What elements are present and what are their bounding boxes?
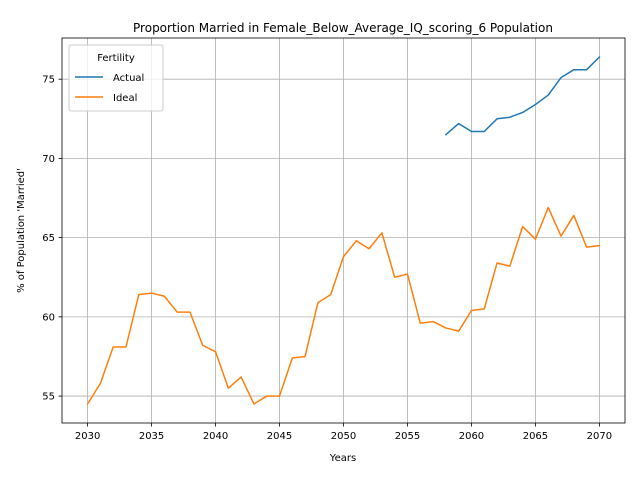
chart-title: Proportion Married in Female_Below_Avera… bbox=[133, 21, 553, 35]
x-tick-label: 2045 bbox=[267, 431, 292, 442]
grid bbox=[62, 38, 625, 423]
series-line-ideal bbox=[86, 206, 601, 406]
x-tick-label: 2055 bbox=[395, 431, 420, 442]
legend-label-ideal: Ideal bbox=[113, 93, 137, 104]
x-tick-label: 2065 bbox=[523, 431, 548, 442]
y-tick-label: 55 bbox=[42, 392, 55, 403]
x-axis-label: Years bbox=[329, 453, 356, 464]
x-tick-label: 2070 bbox=[587, 431, 612, 442]
y-tick-label: 60 bbox=[42, 312, 55, 323]
series-line-actual bbox=[444, 55, 601, 136]
legend-box bbox=[68, 44, 164, 112]
axis-ticks: 2030 2035 2040 2045 2050 2055 2060 2065 2070 55 60… bbox=[42, 75, 612, 442]
x-tick-label: 2060 bbox=[459, 431, 484, 442]
y-axis-label: % of Population 'Married' bbox=[16, 168, 27, 293]
y-tick-label: 75 bbox=[42, 75, 55, 86]
x-tick-label: 2050 bbox=[331, 431, 356, 442]
legend-title: Fertility bbox=[97, 53, 135, 64]
series-lines bbox=[86, 55, 601, 406]
x-tick-label: 2040 bbox=[203, 431, 228, 442]
legend-label-actual: Actual bbox=[113, 73, 144, 84]
y-tick-label: 70 bbox=[42, 154, 55, 165]
legend: Fertility Actual Ideal bbox=[68, 44, 164, 112]
x-tick-label: 2030 bbox=[75, 431, 100, 442]
y-tick-label: 65 bbox=[42, 233, 55, 244]
x-tick-label: 2035 bbox=[139, 431, 164, 442]
